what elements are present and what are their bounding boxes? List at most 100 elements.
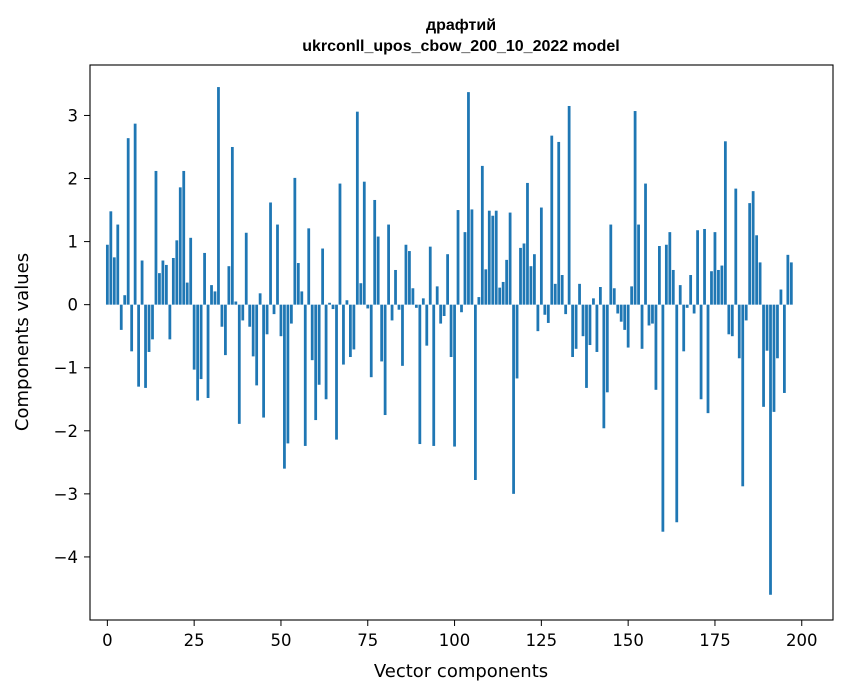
bar xyxy=(671,269,675,305)
x-tick-label: 25 xyxy=(184,631,205,650)
bar xyxy=(317,304,321,385)
bar xyxy=(328,302,331,305)
bar xyxy=(272,304,276,315)
bar xyxy=(224,304,227,356)
bar xyxy=(338,183,342,305)
bar xyxy=(446,254,449,305)
bar xyxy=(609,224,613,305)
bar xyxy=(151,304,154,340)
bar xyxy=(692,304,696,314)
bar xyxy=(508,212,512,305)
bar xyxy=(581,304,585,337)
bar xyxy=(234,301,238,305)
bar xyxy=(564,304,568,315)
bar xyxy=(258,293,262,305)
x-tick-label: 75 xyxy=(357,631,378,650)
x-tick-label: 175 xyxy=(699,631,731,650)
bar xyxy=(637,224,640,305)
x-axis-ticks: 0 25 50 75 100 125 150 175 200 xyxy=(102,620,818,650)
bar xyxy=(602,304,606,429)
bar xyxy=(647,304,651,326)
bar xyxy=(154,170,158,305)
bar xyxy=(776,304,779,359)
bar xyxy=(678,285,682,305)
x-tick-label: 200 xyxy=(786,631,818,650)
bar xyxy=(720,265,724,305)
bar xyxy=(574,304,578,349)
bar xyxy=(598,287,602,305)
bar xyxy=(203,252,206,305)
bar xyxy=(126,138,130,305)
bar xyxy=(505,259,509,305)
bar xyxy=(494,210,498,305)
bar xyxy=(789,262,793,305)
x-tick-label: 0 xyxy=(102,631,113,650)
bar xyxy=(147,304,151,352)
bar xyxy=(175,240,179,305)
bar xyxy=(633,111,637,305)
y-tick-label: −3 xyxy=(54,485,78,504)
bar xyxy=(227,266,231,305)
bar xyxy=(474,304,477,480)
bar xyxy=(189,237,193,305)
bar xyxy=(349,304,352,358)
bar xyxy=(748,203,752,305)
bar xyxy=(376,236,380,305)
bar xyxy=(560,275,564,305)
bar xyxy=(401,304,404,366)
bar xyxy=(369,304,373,378)
y-tick-label: −4 xyxy=(54,548,78,567)
bar xyxy=(717,269,720,305)
bar xyxy=(408,251,411,305)
bar xyxy=(439,304,443,324)
bar xyxy=(220,304,224,327)
bar xyxy=(237,304,241,424)
bar xyxy=(553,283,557,305)
bar xyxy=(696,230,699,305)
bar xyxy=(682,304,686,352)
bar xyxy=(380,304,384,362)
bar xyxy=(265,304,269,335)
bar xyxy=(397,304,401,310)
bar xyxy=(533,254,536,305)
bar xyxy=(199,304,203,380)
bar xyxy=(710,271,713,305)
bar xyxy=(432,304,436,446)
bar xyxy=(244,232,248,305)
bar xyxy=(588,304,592,346)
bar xyxy=(595,304,599,352)
x-tick-label: 125 xyxy=(526,631,558,650)
bar xyxy=(279,304,283,337)
bar xyxy=(734,188,738,305)
bar xyxy=(112,257,116,305)
bar xyxy=(456,210,460,305)
bar xyxy=(779,289,783,305)
bar xyxy=(411,288,415,305)
bar xyxy=(418,304,422,445)
bar xyxy=(751,191,755,305)
bar xyxy=(519,247,522,305)
bar xyxy=(283,304,286,469)
bar xyxy=(644,183,647,305)
bar xyxy=(161,260,165,305)
bar xyxy=(737,304,741,359)
bar xyxy=(276,224,279,305)
bar xyxy=(414,304,418,308)
bar xyxy=(355,111,359,305)
bar xyxy=(460,304,463,313)
bar xyxy=(293,177,297,305)
x-tick-label: 100 xyxy=(439,631,471,650)
bar xyxy=(480,165,484,305)
bar xyxy=(467,92,470,305)
bar xyxy=(345,300,349,305)
bar xyxy=(387,224,390,305)
bar xyxy=(123,295,127,305)
y-tick-label: −1 xyxy=(54,359,78,378)
bar xyxy=(546,304,550,323)
bar xyxy=(296,263,300,305)
bar xyxy=(442,304,446,317)
bar xyxy=(269,202,272,305)
y-axis-label: Components values xyxy=(12,253,33,431)
bars-group xyxy=(105,87,793,595)
